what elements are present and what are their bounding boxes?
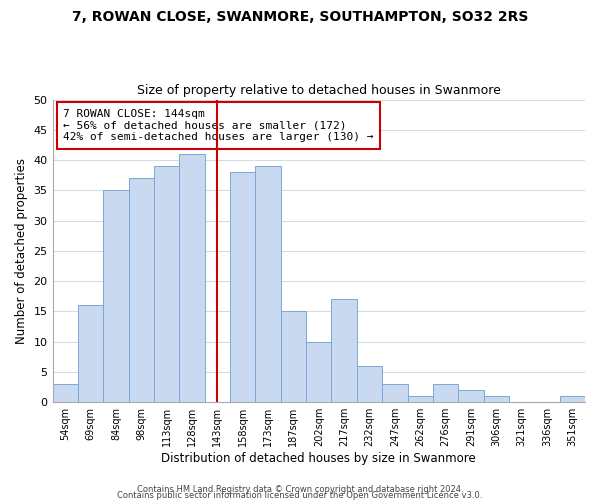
Bar [382,384,407,402]
Bar [128,178,154,402]
Bar [357,366,382,402]
Bar [256,166,281,402]
Bar [306,342,331,402]
Bar [230,172,256,402]
Bar [433,384,458,402]
Bar [154,166,179,402]
Bar [484,396,509,402]
Bar [78,306,103,402]
Bar [560,396,585,402]
Bar [281,312,306,402]
Bar [179,154,205,402]
X-axis label: Distribution of detached houses by size in Swanmore: Distribution of detached houses by size … [161,452,476,465]
Bar [458,390,484,402]
Bar [331,300,357,402]
Bar [53,384,78,402]
Text: Contains HM Land Registry data © Crown copyright and database right 2024.: Contains HM Land Registry data © Crown c… [137,484,463,494]
Title: Size of property relative to detached houses in Swanmore: Size of property relative to detached ho… [137,84,501,97]
Bar [103,190,128,402]
Y-axis label: Number of detached properties: Number of detached properties [15,158,28,344]
Bar [407,396,433,402]
Text: 7, ROWAN CLOSE, SWANMORE, SOUTHAMPTON, SO32 2RS: 7, ROWAN CLOSE, SWANMORE, SOUTHAMPTON, S… [72,10,528,24]
Text: Contains public sector information licensed under the Open Government Licence v3: Contains public sector information licen… [118,490,482,500]
Text: 7 ROWAN CLOSE: 144sqm
← 56% of detached houses are smaller (172)
42% of semi-det: 7 ROWAN CLOSE: 144sqm ← 56% of detached … [63,108,374,142]
